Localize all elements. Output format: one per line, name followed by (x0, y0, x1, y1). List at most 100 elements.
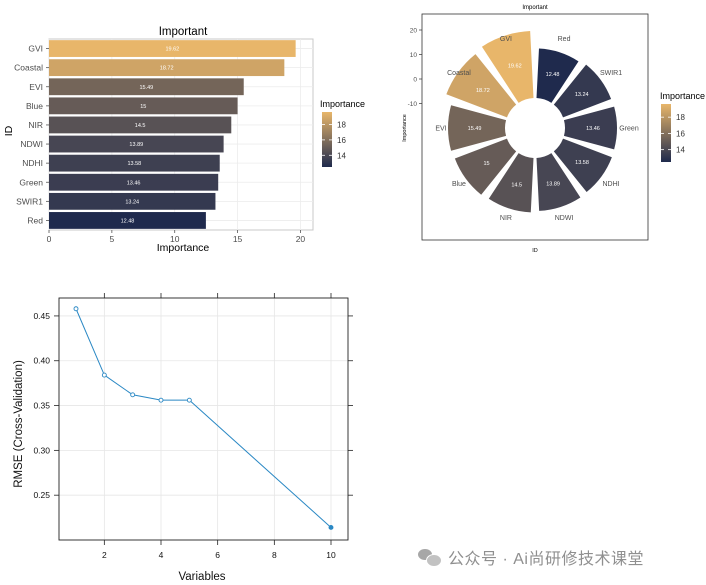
y-tick-label: NDWI (20, 139, 43, 149)
bar-value-label: 15.49 (139, 85, 153, 91)
polar-y-tick-label: 0 (413, 77, 417, 84)
legend-tick-label: 18 (337, 120, 346, 129)
y-tick-label: 0.25 (33, 490, 50, 500)
polar-category-label: Green (619, 126, 639, 133)
polar-bar (536, 153, 581, 211)
polar-chart-labels: 20 10 0 -10 12.48 Red 13.24 SWIR1 13.46 Green 13.5… (408, 28, 639, 222)
bar (49, 212, 206, 229)
legend-colorbar (661, 104, 671, 162)
line-chart-xlabel: Variables (178, 571, 225, 583)
bar-chart-labels: 0 5 10 15 20 GVI 19.62 Coastal 18.72 EVI 15.49 Blue… (14, 44, 305, 244)
polar-category-label: Coastal (447, 70, 471, 77)
y-tick-label: 0.30 (33, 445, 50, 455)
legend-colorbar (322, 112, 332, 167)
rmse-point (130, 392, 136, 398)
y-tick-label: Blue (26, 101, 43, 111)
polar-bar (454, 138, 517, 195)
bar-value-label: 18.72 (160, 66, 174, 72)
polar-bar (488, 153, 534, 213)
x-tick-label: 15 (233, 234, 243, 244)
rmse-point (101, 372, 107, 378)
line-chart-ylabel: RMSE (Cross-Validation) (13, 360, 25, 488)
y-tick-label: 0.45 (33, 311, 50, 321)
bar-legend-title: Importance (320, 99, 365, 109)
polar-chart-title: Important (522, 5, 548, 11)
bar-value-label: 12.48 (121, 218, 135, 224)
bar-chart-ylabel: ID (3, 125, 15, 136)
bar (49, 192, 216, 210)
bar-value-label: 13.89 (129, 142, 143, 148)
polar-bar (553, 64, 612, 118)
bar (49, 78, 244, 96)
line-panel-border (58, 297, 349, 541)
polar-bar-value-label: 14.5 (511, 182, 522, 188)
rmse-point (186, 397, 192, 403)
bar (49, 173, 219, 191)
y-tick-label: Green (19, 177, 43, 187)
y-tick-label: 0.40 (33, 356, 50, 366)
polar-bar (536, 48, 579, 103)
importance-polar-chart: 20 10 0 -10 12.48 Red 13.24 SWIR1 13.46 Green 13.5… (402, 5, 705, 254)
bar-value-label: 13.24 (125, 199, 139, 205)
legend-tick-label: 16 (337, 136, 346, 145)
x-tick-label: 0 (47, 234, 52, 244)
rmse-point-selected (328, 525, 334, 530)
x-tick-label: 6 (215, 550, 220, 560)
polar-bar-value-label: 13.89 (546, 182, 560, 188)
bar (49, 97, 238, 115)
bar-chart-xlabel: Importance (157, 242, 210, 254)
y-tick-label: 0.35 (33, 401, 50, 411)
x-tick-label: 10 (326, 550, 336, 560)
polar-bar (553, 138, 612, 193)
legend-tick-label: 14 (676, 146, 685, 155)
y-tick-label: NIR (28, 120, 43, 130)
line-chart-grid (59, 298, 348, 540)
x-tick-label: 5 (109, 234, 114, 244)
polar-bar-value-label: 12.48 (546, 72, 560, 78)
polar-legend-title: Importance (660, 91, 705, 101)
polar-y-tick-label: -10 (408, 101, 418, 108)
polar-chart-bars (446, 31, 617, 213)
polar-bar-value-label: 13.46 (586, 126, 600, 132)
polar-bar-value-label: 15.49 (468, 126, 482, 132)
polar-category-label: GVI (500, 36, 512, 43)
y-tick-label: GVI (28, 44, 43, 54)
polar-bar (481, 31, 534, 103)
bar (49, 135, 224, 153)
rmse-point (73, 306, 79, 312)
polar-bar-value-label: 18.72 (476, 88, 490, 94)
polar-category-label: NIR (500, 215, 512, 222)
polar-bar-value-label: 13.58 (575, 160, 589, 166)
rmse-point (158, 397, 164, 403)
polar-bar (448, 105, 507, 151)
x-tick-label: 10 (170, 234, 180, 244)
x-tick-label: 2 (102, 550, 107, 560)
legend-tick-label: 14 (337, 151, 346, 160)
polar-chart-legend: Importance 14 16 18 (660, 91, 705, 162)
polar-bar-value-label: 13.24 (575, 92, 589, 98)
rmse-line (75, 308, 332, 528)
bar-value-label: 14.5 (135, 123, 146, 129)
y-tick-label: Coastal (14, 63, 43, 73)
bar (49, 116, 232, 134)
polar-chart-ylabel: Importance (402, 114, 408, 142)
x-tick-label: 4 (159, 550, 164, 560)
polar-category-label: NDWI (555, 215, 574, 222)
polar-bar-value-label: 15 (483, 161, 489, 167)
polar-y-tick-label: 20 (410, 28, 418, 35)
bar-chart-legend: Importance 14 16 18 (320, 99, 365, 167)
polar-category-label: SWIR1 (600, 70, 622, 77)
line-chart-series (73, 306, 334, 530)
bar-value-label: 15 (140, 104, 146, 110)
polar-bar (446, 54, 517, 118)
watermark: 公众号 · Ai尚研修技术课堂 (418, 545, 644, 569)
y-tick-label: NDHI (22, 158, 43, 168)
legend-tick-label: 18 (676, 113, 685, 122)
bar (49, 154, 220, 172)
bar-value-label: 13.46 (127, 180, 141, 186)
importance-bar-chart: 0 5 10 15 20 GVI 19.62 Coastal 18.72 EVI 15.49 Blue… (3, 26, 365, 254)
bar (49, 59, 285, 77)
polar-bar-value-label: 19.62 (508, 64, 522, 70)
wechat-icon (418, 547, 442, 567)
